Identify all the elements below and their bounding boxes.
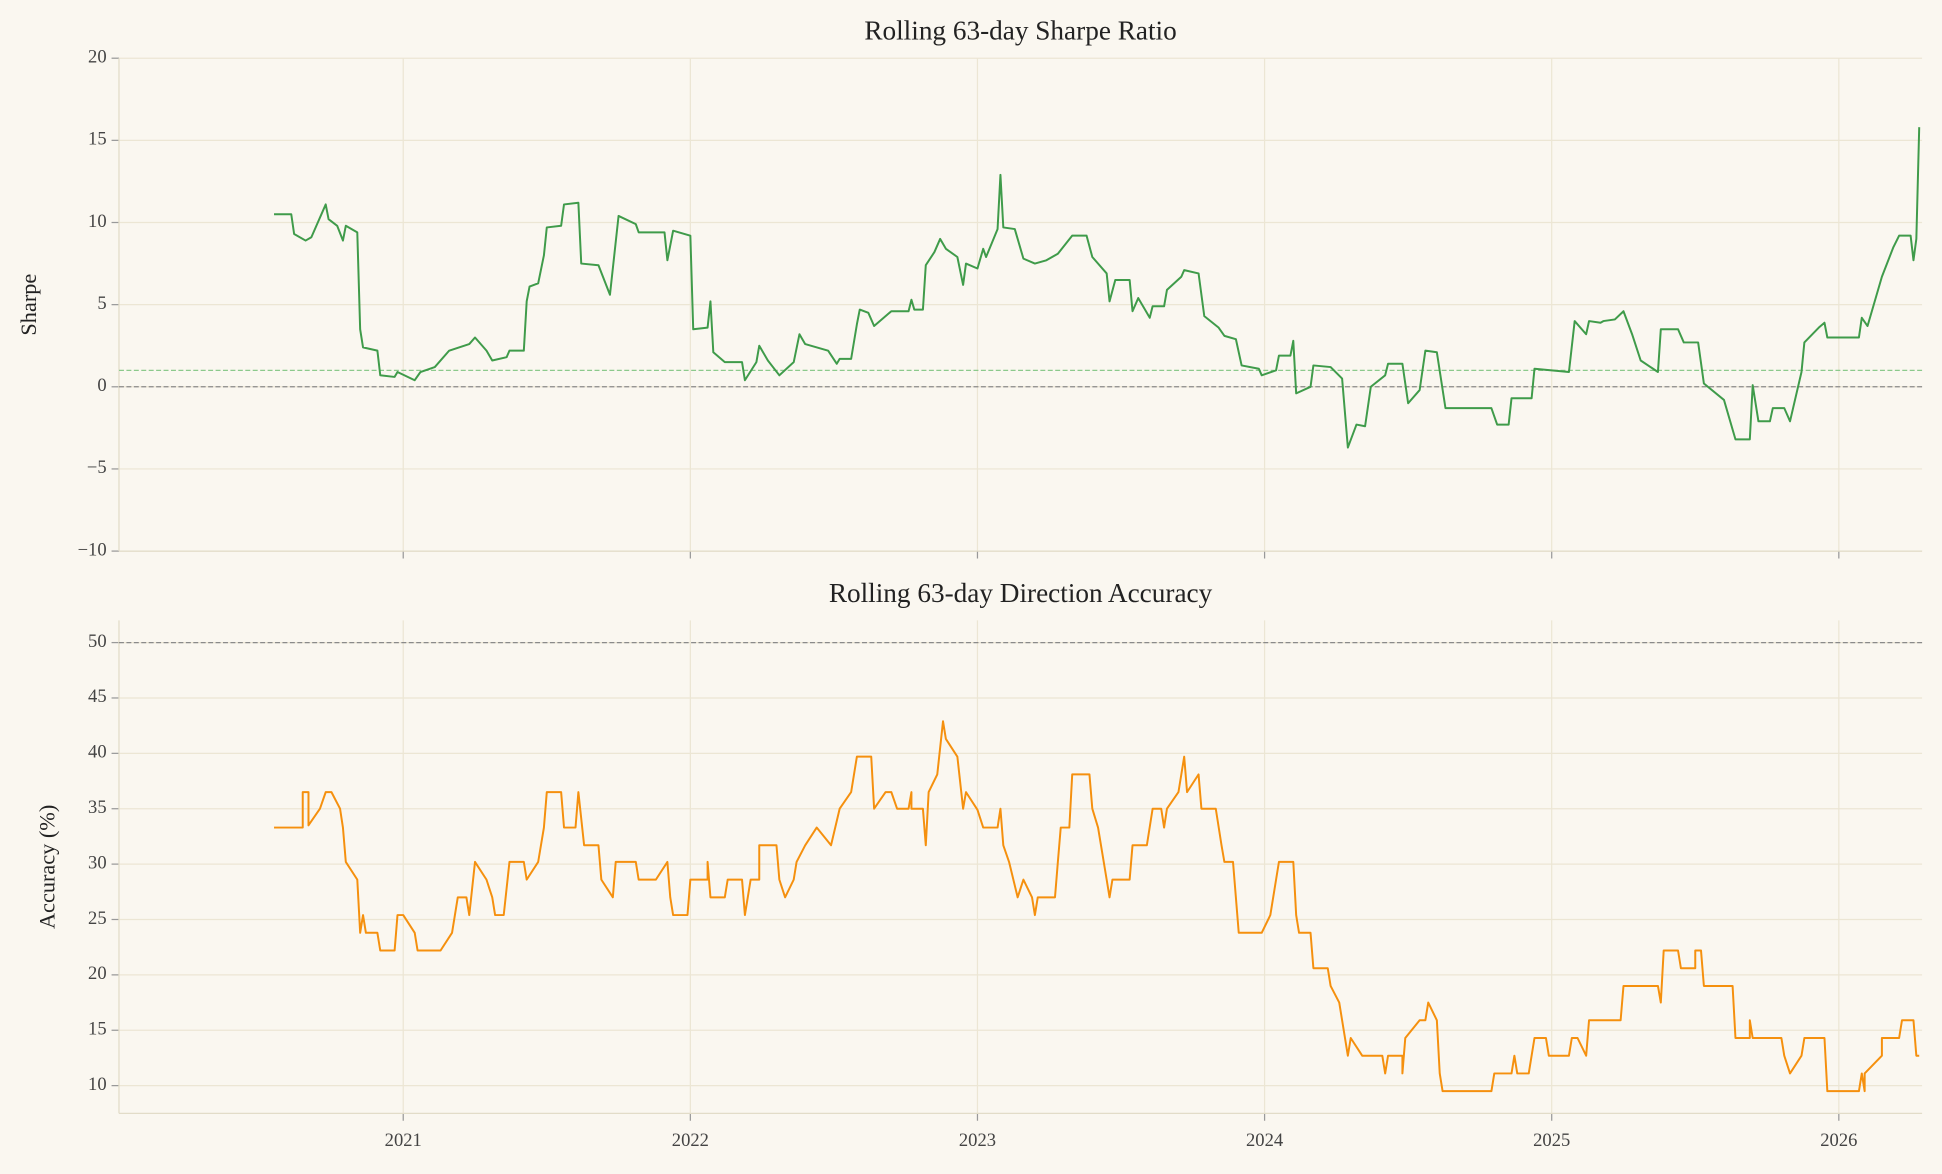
y-axis-label: Accuracy (%) (35, 805, 60, 929)
x-tick-label: 2026 (1820, 1130, 1857, 1151)
y-tick-label: 20 (88, 963, 107, 984)
y-tick-label: −10 (78, 539, 107, 560)
x-tick-label: 2023 (959, 1130, 996, 1151)
y-tick-label: 40 (88, 742, 107, 763)
y-axis-label: Sharpe (16, 274, 41, 336)
data-line (274, 127, 1921, 449)
y-tick-label: 20 (88, 46, 107, 67)
y-tick-label: 10 (88, 211, 107, 232)
y-tick-label: 50 (88, 631, 107, 652)
x-tick-label: 2024 (1246, 1130, 1283, 1151)
y-tick-label: 25 (88, 908, 107, 929)
chart-title: Rolling 63-day Sharpe Ratio (864, 16, 1176, 46)
y-tick-label: 5 (97, 293, 106, 314)
y-tick-label: 35 (88, 797, 107, 818)
y-tick-label: 30 (88, 852, 107, 873)
y-tick-label: 45 (88, 686, 107, 707)
y-tick-label: 15 (88, 129, 107, 150)
x-tick-label: 2025 (1533, 1130, 1570, 1151)
y-tick-label: 15 (88, 1019, 107, 1040)
data-line (274, 720, 1920, 1093)
y-tick-label: 0 (97, 375, 106, 396)
x-tick-label: 2022 (672, 1130, 709, 1151)
y-tick-label: 10 (88, 1074, 107, 1095)
x-tick-label: 2021 (385, 1130, 422, 1151)
y-tick-label: −5 (87, 457, 107, 478)
chart-title: Rolling 63-day Direction Accuracy (829, 578, 1213, 608)
